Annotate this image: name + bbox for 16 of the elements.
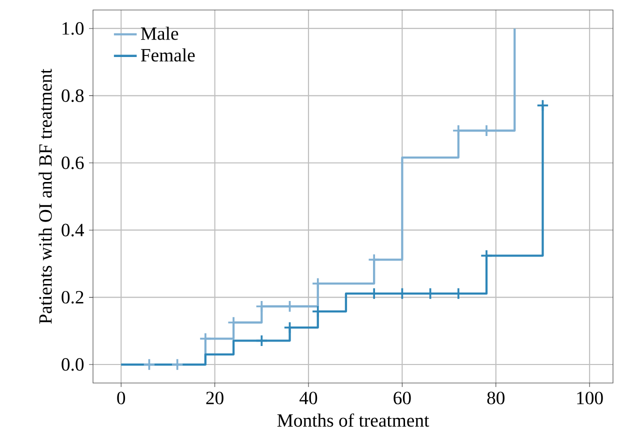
y-tick-label: 0.6 (62, 156, 84, 170)
y-axis-title: Patients with OI and BF treatment (38, 68, 52, 324)
x-tick-label: 0 (117, 392, 126, 404)
x-tick-label: 40 (300, 392, 318, 404)
y-tick-label: 0.4 (62, 224, 84, 236)
x-axis-title: Months of treatment (277, 413, 430, 427)
legend-label: Male (140, 26, 178, 40)
y-tick-label: 0.8 (62, 89, 84, 102)
x-tick-label: 100 (577, 392, 603, 404)
y-tick-label: 0.0 (62, 358, 84, 371)
legend-label: Female (140, 48, 195, 62)
x-tick-label: 80 (487, 392, 504, 404)
y-tick-label: 0.2 (62, 290, 84, 304)
x-tick-label: 20 (206, 392, 224, 404)
x-tick-label: 60 (394, 392, 411, 404)
y-tick-label: 1.0 (62, 22, 84, 35)
